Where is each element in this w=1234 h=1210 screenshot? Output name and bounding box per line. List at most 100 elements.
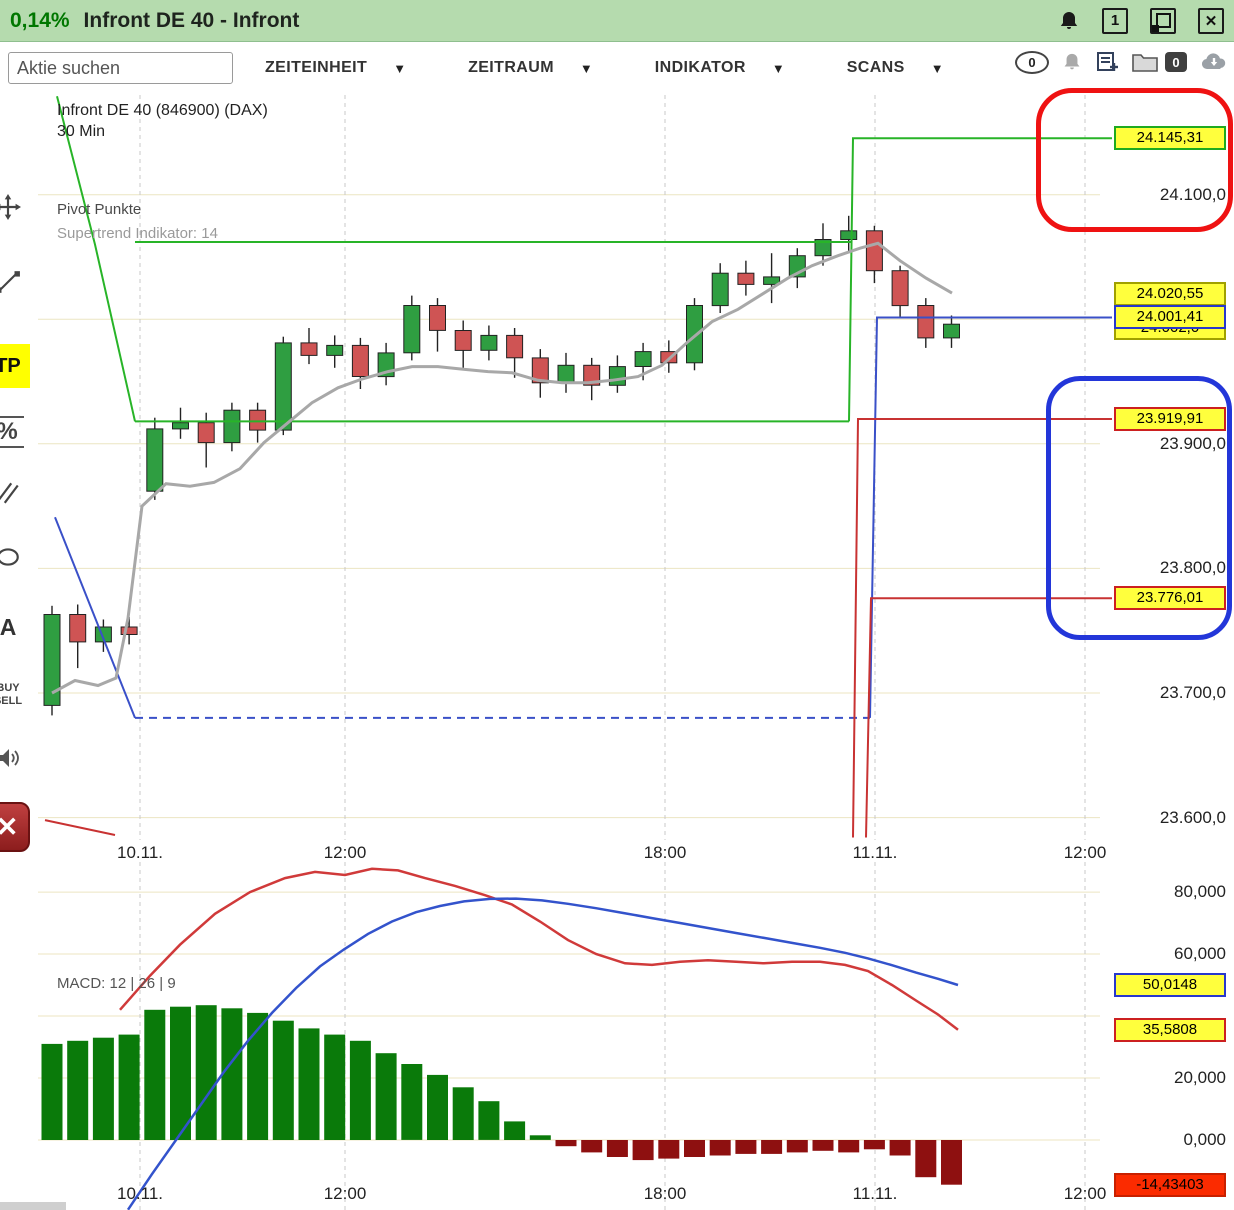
menu-zeiteinheit[interactable]: ZEITEINHEIT ▼ <box>265 59 406 77</box>
chevron-down-icon: ▼ <box>930 60 944 76</box>
candle-down <box>891 270 909 307</box>
sound-alert-icon[interactable] <box>0 746 28 775</box>
macd-histogram-bar-positive <box>247 1012 269 1140</box>
window-layout-button[interactable]: 1 <box>1102 7 1128 34</box>
macd-histogram-bar-negative <box>709 1140 731 1156</box>
macd-histogram-bar-positive <box>452 1087 474 1140</box>
folder-icon[interactable] <box>1132 51 1158 73</box>
macd-histogram-bar-positive <box>349 1040 371 1140</box>
restore-window-button[interactable] <box>1150 7 1176 34</box>
moving-average <box>51 241 953 695</box>
notification-bell-icon[interactable] <box>1058 10 1080 32</box>
trendline-tool[interactable] <box>0 269 28 300</box>
candle-up <box>814 239 832 257</box>
close-chart-button[interactable]: ✕ <box>0 802 30 852</box>
drawing-toolbar: TP % A BUY SELL ✕ <box>0 94 36 1210</box>
menu-scans[interactable]: SCANS ▼ <box>847 59 944 77</box>
macd-histogram-bar-positive <box>41 1043 63 1140</box>
macd-histogram-bar-positive <box>401 1064 423 1140</box>
sell-button[interactable]: SELL <box>0 695 23 707</box>
candle-up <box>608 366 626 386</box>
macd-histogram-bar-positive <box>144 1009 166 1140</box>
macd-histogram-bar-positive <box>478 1101 500 1140</box>
candle-up <box>686 305 703 364</box>
candle-up <box>943 323 960 339</box>
candle-up <box>557 364 575 384</box>
buy-button[interactable]: BUY <box>0 682 20 694</box>
pivot-red-s1 <box>852 418 1112 838</box>
candle-up <box>634 351 652 368</box>
candle-down <box>506 334 524 359</box>
news-list-add-icon[interactable] <box>1095 50 1119 74</box>
candle-up <box>711 272 729 307</box>
macd-histogram-bar-positive <box>92 1037 114 1140</box>
window-controls: 1 ✕ <box>1058 7 1224 34</box>
macd-histogram-bar-negative <box>632 1140 654 1161</box>
macd-histogram-bar-positive <box>298 1028 320 1140</box>
instrument-heading: Infront DE 40 (846900) (DAX) 30 Min <box>57 100 268 142</box>
indicator-pivot-label: Pivot Punkte <box>57 201 142 218</box>
macd-chart-canvas[interactable] <box>38 862 1234 1210</box>
candle-up <box>403 305 421 354</box>
menu-zeitraum[interactable]: ZEITRAUM ▼ <box>468 59 593 77</box>
candle-down <box>917 305 935 339</box>
macd-histogram-bar-negative <box>915 1140 937 1178</box>
scrollbar-fragment[interactable] <box>0 1202 66 1210</box>
toolbar-icon-group: 0 0 <box>1015 50 1228 74</box>
candle-up <box>43 614 61 706</box>
candle-down <box>583 364 601 386</box>
macd-line <box>119 867 959 1031</box>
candle-down <box>454 330 472 351</box>
buy-sell-buttons[interactable]: BUY SELL <box>0 682 30 708</box>
candle-up <box>146 428 164 492</box>
search-input[interactable] <box>8 52 233 84</box>
menu-label: INDIKATOR <box>654 59 746 76</box>
candle-down <box>429 305 446 331</box>
menu-bar: ZEITEINHEIT ▼ ZEITRAUM ▼ INDIKATOR ▼ SCA… <box>265 59 944 77</box>
alerts-count-badge[interactable]: 0 <box>1015 50 1049 74</box>
macd-histogram-bar-negative <box>606 1140 628 1157</box>
indicator-supertrend-label: Supertrend Indikator: 14 <box>57 225 218 242</box>
candle-up <box>326 344 344 356</box>
macd-params-label: MACD: 12 | 26 | 9 <box>57 975 176 992</box>
menu-indikator[interactable]: INDIKATOR ▼ <box>655 59 785 77</box>
menu-label: SCANS <box>846 59 905 76</box>
tp-tool[interactable]: TP <box>0 344 30 388</box>
close-window-button[interactable]: ✕ <box>1198 7 1224 34</box>
cloud-download-icon[interactable] <box>1200 51 1228 73</box>
candle-down <box>865 230 883 272</box>
window-title: Infront DE 40 - Infront <box>83 8 300 32</box>
indicator-labels: Pivot Punkte Supertrend Indikator: 14 <box>57 198 218 246</box>
macd-histogram-bar-positive <box>118 1034 140 1140</box>
restore-icon <box>1151 13 1171 32</box>
macd-histogram-bar-negative <box>555 1140 577 1147</box>
candle-down <box>300 342 318 356</box>
pivot-red-s2 <box>865 597 1112 838</box>
change-percent: 0,14% <box>10 8 70 32</box>
macd-histogram-bar-positive <box>221 1008 243 1140</box>
pivot-red-prev-day <box>44 819 116 836</box>
macd-histogram-bar-positive <box>272 1020 294 1140</box>
titlebar: 0,14% Infront DE 40 - Infront 1 ✕ <box>0 0 1234 42</box>
candle-up <box>172 422 189 430</box>
text-tool[interactable]: A <box>0 614 17 640</box>
candle-up <box>274 342 292 431</box>
macd-histogram-bar-negative <box>684 1140 705 1157</box>
move-tool[interactable] <box>0 194 28 225</box>
candle-down <box>531 357 549 384</box>
macd-histogram-bar-positive <box>375 1053 397 1140</box>
instrument-name: Infront DE 40 (846900) (DAX) <box>57 102 268 119</box>
parallel-channel-tool[interactable] <box>0 479 28 510</box>
macd-histogram-bar-negative <box>581 1140 603 1153</box>
percent-retracement-tool[interactable]: % <box>0 416 24 448</box>
macd-histogram-bar-negative <box>863 1140 885 1150</box>
ellipse-tool[interactable] <box>0 544 28 575</box>
chart-interval: 30 Min <box>57 123 106 140</box>
folder-count-badge: 0 <box>1165 52 1187 72</box>
chevron-down-icon: ▼ <box>771 60 785 76</box>
x-axis-label: 11.11. <box>852 843 898 862</box>
bell-icon[interactable] <box>1062 52 1082 72</box>
macd-histogram-bar-negative <box>941 1140 962 1185</box>
price-chart-canvas[interactable] <box>38 95 1234 840</box>
